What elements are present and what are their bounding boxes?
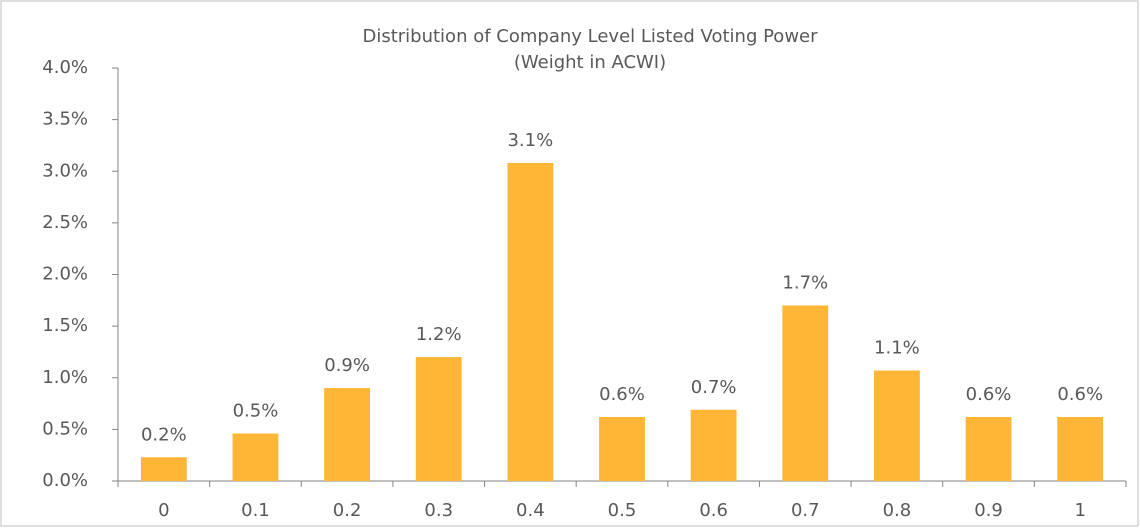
- data-label: 1.7%: [782, 272, 828, 293]
- x-tick-label: 0.9: [974, 500, 1003, 521]
- data-label: 0.6%: [1057, 384, 1103, 405]
- y-tick-label: 4.0%: [42, 57, 88, 78]
- bar: [599, 416, 645, 481]
- bar: [507, 162, 554, 482]
- x-tick-label: 0.5: [608, 500, 637, 521]
- y-tick-label: 3.5%: [42, 109, 88, 130]
- bar: [232, 433, 279, 481]
- chart-subtitle: (Weight in ACWI): [514, 52, 666, 73]
- data-label: 0.7%: [691, 377, 737, 398]
- x-tick-label: 0.1: [241, 500, 270, 521]
- data-label: 0.6%: [966, 384, 1012, 405]
- x-tick-label: 0.3: [424, 500, 453, 521]
- bar: [324, 388, 370, 481]
- data-label: 3.1%: [507, 130, 553, 151]
- chart-title: Distribution of Company Level Listed Vot…: [362, 26, 818, 47]
- bar: [415, 357, 462, 481]
- data-label: 0.5%: [233, 401, 279, 422]
- x-tick-label: 0.7: [791, 500, 820, 521]
- x-tick-label: 0.4: [516, 500, 545, 521]
- y-tick-label: 3.0%: [42, 160, 88, 181]
- y-tick-label: 2.0%: [42, 264, 88, 285]
- y-tick-label: 1.5%: [42, 315, 88, 336]
- x-tick-label: 1: [1074, 500, 1085, 521]
- x-tick-label: 0.6: [699, 500, 728, 521]
- y-tick-label: 0.5%: [42, 418, 88, 439]
- bar: [782, 305, 829, 481]
- data-label: 0.6%: [599, 384, 645, 405]
- x-tick-label: 0.8: [883, 500, 912, 521]
- data-label: 1.2%: [416, 324, 462, 345]
- data-label: 0.2%: [141, 424, 187, 445]
- data-label: 1.1%: [874, 338, 920, 359]
- bar: [140, 457, 187, 481]
- bar: [874, 370, 920, 481]
- x-tick-label: 0.2: [333, 500, 362, 521]
- data-label: 0.9%: [324, 355, 370, 376]
- y-tick-label: 2.5%: [42, 212, 88, 233]
- bar: [965, 416, 1012, 481]
- x-tick-label: 0: [158, 500, 169, 521]
- y-tick-label: 0.0%: [42, 470, 88, 491]
- bar: [1057, 416, 1104, 481]
- bar: [690, 409, 737, 481]
- y-tick-label: 1.0%: [42, 367, 88, 388]
